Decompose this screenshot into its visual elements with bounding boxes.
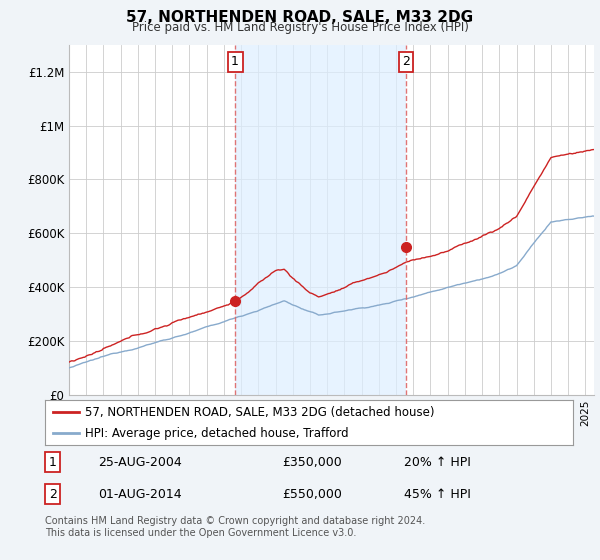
Text: 45% ↑ HPI: 45% ↑ HPI: [404, 488, 471, 501]
Text: £350,000: £350,000: [283, 456, 343, 469]
Text: 1: 1: [49, 456, 57, 469]
Text: 01-AUG-2014: 01-AUG-2014: [98, 488, 181, 501]
Text: £550,000: £550,000: [283, 488, 343, 501]
Text: 25-AUG-2004: 25-AUG-2004: [98, 456, 182, 469]
Bar: [235, 45, 406, 395]
Text: Contains HM Land Registry data © Crown copyright and database right 2024.
This d: Contains HM Land Registry data © Crown c…: [45, 516, 425, 538]
Text: 57, NORTHENDEN ROAD, SALE, M33 2DG: 57, NORTHENDEN ROAD, SALE, M33 2DG: [127, 10, 473, 25]
Text: HPI: Average price, detached house, Trafford: HPI: Average price, detached house, Traf…: [85, 427, 348, 440]
Text: Price paid vs. HM Land Registry's House Price Index (HPI): Price paid vs. HM Land Registry's House …: [131, 21, 469, 34]
Text: 1: 1: [231, 55, 239, 68]
Text: 2: 2: [402, 55, 410, 68]
Text: 57, NORTHENDEN ROAD, SALE, M33 2DG (detached house): 57, NORTHENDEN ROAD, SALE, M33 2DG (deta…: [85, 406, 434, 419]
Text: 2: 2: [49, 488, 57, 501]
Text: 20% ↑ HPI: 20% ↑ HPI: [404, 456, 471, 469]
